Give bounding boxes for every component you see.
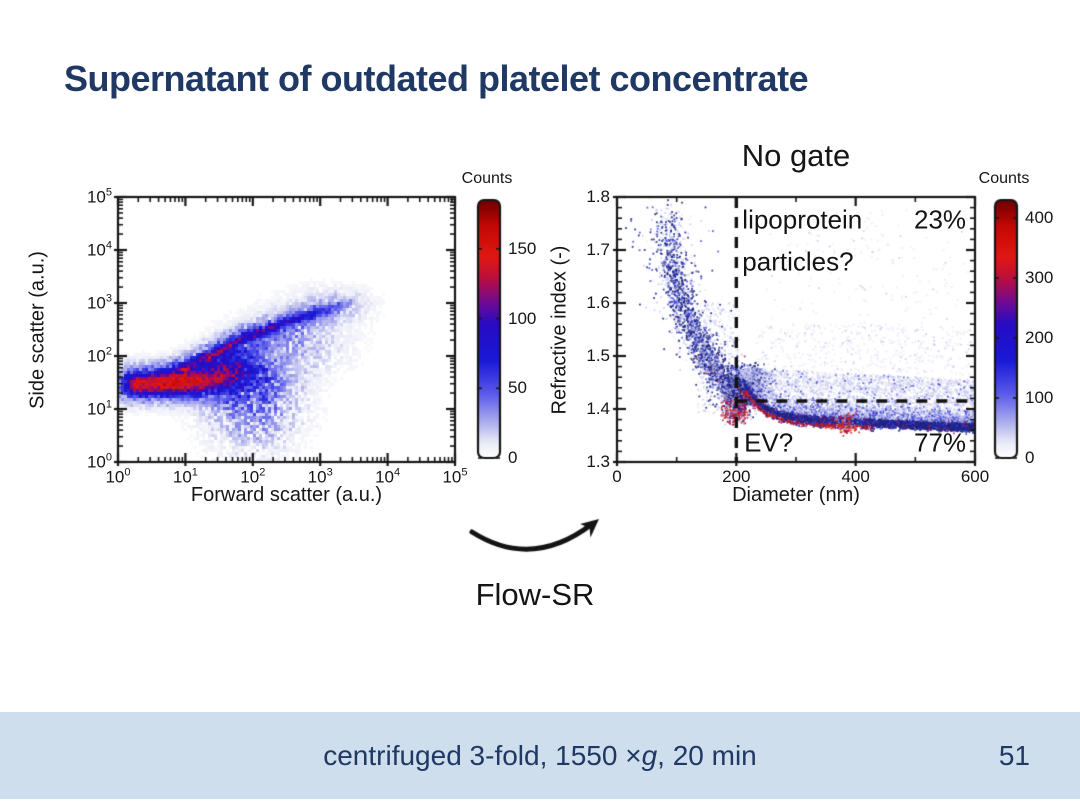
label-lipoprotein: lipoprotein	[742, 204, 863, 235]
right-colorbar-tick-label: 100	[1025, 388, 1054, 407]
log-base: 10	[86, 346, 106, 366]
right-plot-xaxis-label: Diameter (nm)	[732, 484, 860, 506]
log-exponent: 1	[105, 398, 112, 411]
log-base: 10	[105, 467, 125, 487]
right-plot-x-tick-label: 0	[612, 467, 622, 486]
left-colorbar-tick-label: 150	[508, 238, 537, 258]
right-colorbar-tick-label: 300	[1025, 268, 1054, 287]
left-colorbar-tick-label: 100	[508, 308, 537, 328]
log-exponent: 5	[461, 466, 468, 479]
left-plot-x-tick-label: 102	[240, 467, 265, 488]
footer-caption-part3: , 20 min	[657, 739, 757, 771]
left-colorbar-tick-label: 50	[508, 378, 527, 398]
right-plot-title: No gate	[741, 138, 851, 173]
flow-sr-label: Flow-SR	[475, 577, 595, 612]
log-base: 10	[307, 467, 327, 487]
right-plot-y-tick-label: 1.8	[586, 187, 610, 206]
left-plot-y-tick-label: 101	[60, 399, 112, 420]
left-colorbar-title: Counts	[461, 170, 513, 187]
label-ev: EV?	[744, 427, 794, 458]
left-plot-x-tick-label: 100	[105, 467, 130, 488]
right-plot-x-tick-label: 200	[722, 467, 751, 486]
right-colorbar-tick-label: 400	[1025, 208, 1054, 227]
left-plot-y-tick-label: 102	[60, 346, 112, 367]
left-plot-x-tick-label: 103	[308, 467, 333, 488]
left-colorbar-tick-label: 0	[508, 448, 518, 467]
log-exponent: 2	[105, 345, 112, 358]
label-particles: particles?	[742, 246, 854, 277]
log-base: 10	[86, 293, 106, 313]
log-exponent: 4	[393, 466, 401, 479]
log-exponent: 0	[105, 451, 112, 464]
log-base: 10	[442, 467, 462, 487]
left-plot-y-tick-label: 105	[60, 187, 112, 208]
log-base: 10	[240, 467, 260, 487]
right-colorbar-tick-label: 0	[1025, 448, 1035, 467]
right-plot-x-tick-label: 600	[960, 467, 990, 486]
log-base: 10	[172, 467, 192, 487]
right-plot-yaxis-label: Refractive index (-)	[548, 245, 571, 415]
slide-title: Supernatant of outdated platelet concent…	[64, 58, 809, 99]
right-plot-y-tick-label: 1.6	[586, 293, 610, 312]
left-plot-y-tick-label: 100	[60, 452, 112, 473]
left-plot-y-tick-label: 103	[60, 293, 112, 314]
log-exponent: 3	[105, 292, 112, 305]
log-exponent: 1	[191, 466, 198, 479]
right-colorbar-title: Counts	[978, 170, 1030, 187]
right-plot-y-tick-label: 1.5	[586, 346, 610, 365]
left-plot-xaxis-label: Forward scatter (a.u.)	[190, 484, 383, 506]
left-plot-yaxis-label: Side scatter (a.u.)	[26, 251, 49, 409]
label-77pct: 77%	[914, 427, 967, 458]
footer-bar	[0, 712, 1080, 799]
left-plot-x-tick-label: 101	[173, 467, 198, 488]
log-exponent: 4	[105, 239, 112, 252]
right-plot-y-tick-label: 1.3	[586, 452, 610, 471]
log-base: 10	[375, 467, 394, 487]
log-exponent: 2	[259, 466, 266, 479]
log-base: 10	[86, 452, 106, 472]
label-23pct: 23%	[914, 204, 967, 235]
log-base: 10	[86, 399, 106, 419]
footer-caption-part1: centrifuged 3-fold, 1550 ×	[323, 739, 642, 771]
footer-caption: centrifuged 3-fold, 1550 × g, 20 min	[0, 712, 1080, 799]
left-plot-x-tick-label: 105	[442, 467, 467, 488]
log-exponent: 0	[124, 466, 131, 479]
log-base: 10	[86, 187, 106, 207]
log-exponent: 3	[326, 466, 333, 479]
right-plot-y-tick-label: 1.4	[586, 399, 610, 418]
log-exponent: 5	[105, 186, 112, 199]
page-number: 51	[998, 739, 1030, 771]
right-colorbar-tick-label: 200	[1025, 328, 1054, 347]
footer-caption-gforce: g	[641, 739, 658, 771]
log-base: 10	[86, 240, 106, 260]
right-plot-y-tick-label: 1.7	[586, 240, 610, 259]
left-plot-y-tick-label: 104	[60, 240, 112, 261]
right-plot-x-tick-label: 400	[841, 467, 870, 486]
left-plot-x-tick-label: 104	[375, 467, 400, 488]
